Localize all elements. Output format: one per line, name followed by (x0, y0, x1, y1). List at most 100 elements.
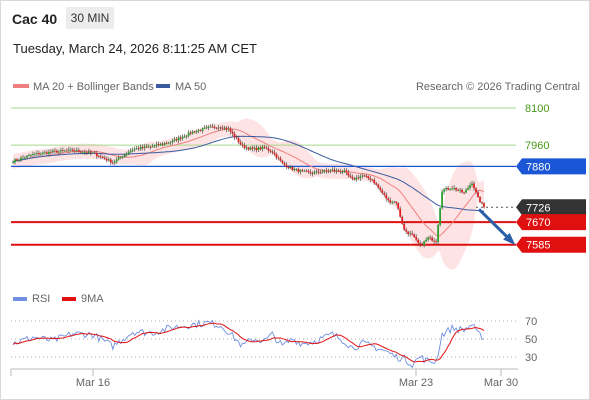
candle-body (119, 157, 122, 158)
candle-body (16, 159, 18, 161)
candle-body (329, 170, 332, 172)
candle-body (401, 216, 404, 224)
candle-body (271, 151, 274, 153)
attribution-text: Research © 2026 Trading Central (416, 81, 580, 93)
candle-body (387, 198, 390, 201)
candle-body (115, 159, 118, 162)
candle-body (377, 184, 380, 188)
candle-body (75, 150, 78, 152)
candle-body (461, 189, 463, 193)
candle-body (393, 201, 396, 203)
candle-body (81, 152, 84, 154)
rsi-ma-legend-label: 9MA (81, 293, 104, 305)
candle-body (345, 170, 348, 173)
timeframe-badge[interactable]: 30 MIN (66, 7, 114, 29)
candle-body (48, 151, 50, 154)
candle-body (167, 142, 170, 144)
candle-body (32, 153, 34, 156)
x-axis-label-mar16: Mar 16 (76, 377, 110, 389)
candle-body (91, 152, 94, 154)
candle-body (149, 146, 152, 148)
candle-body (177, 137, 180, 141)
candle-body (169, 142, 172, 143)
candle-body (251, 147, 254, 149)
candle-body (449, 189, 451, 190)
candle-body (73, 150, 76, 152)
candle-body (309, 171, 312, 173)
candle-body (333, 169, 336, 172)
candle-body (79, 151, 82, 153)
level-tag-7585 (516, 236, 586, 253)
chart-header: Cac 40 30 MIN (0, 0, 590, 36)
candle-body (315, 171, 318, 173)
candle-body (193, 131, 196, 133)
candle-body (473, 183, 475, 189)
price-level-lines (11, 107, 516, 246)
level-label-7585: 7585 (526, 240, 550, 252)
candle-body (38, 153, 40, 155)
rsi-ma-line (12, 322, 485, 363)
rsi-axis-label-50: 50 (525, 334, 537, 346)
candle-body (237, 138, 240, 143)
candle-body (433, 240, 436, 242)
candle-body (483, 203, 485, 208)
candle-body (71, 149, 74, 151)
candle-body (465, 189, 467, 193)
candle-body (14, 159, 16, 163)
candle-body (269, 150, 272, 152)
candle-body (443, 189, 445, 192)
candle-body (411, 233, 414, 235)
candle-body (389, 200, 392, 203)
candle-body (417, 239, 420, 243)
candle-body (475, 188, 477, 193)
candle-body (283, 163, 286, 165)
candle-body (239, 142, 242, 145)
candle-body (419, 242, 422, 245)
candle-body (357, 177, 360, 179)
candle-body (423, 241, 426, 246)
candle-body (301, 170, 304, 171)
candle-body (427, 237, 430, 240)
candle-body (215, 127, 218, 129)
candle-body (347, 172, 350, 176)
candle-body (353, 178, 356, 180)
candle-body (143, 146, 146, 148)
price-legend: MA 20 + Bollinger Bands MA 50 Research ©… (13, 81, 580, 93)
ma20-legend-label: MA 20 + Bollinger Bands (33, 81, 154, 93)
candle-body (253, 147, 256, 149)
candle-body (319, 172, 322, 174)
projection-arrow-shaft (477, 208, 513, 242)
candle-body (219, 127, 222, 129)
candle-body (285, 164, 288, 168)
candle-body (363, 175, 366, 177)
candle-body (421, 244, 424, 246)
candle-body (133, 148, 136, 150)
candle-body (409, 233, 412, 235)
candle-body (93, 152, 96, 154)
candle-body (30, 155, 32, 156)
candle-body (407, 231, 410, 234)
candle-body (245, 147, 248, 149)
candle-body (199, 130, 202, 131)
candle-body (281, 160, 284, 164)
candle-body (403, 223, 406, 230)
rsi-line (12, 319, 485, 369)
candle-body (40, 153, 42, 155)
candle-body (375, 183, 378, 185)
candle-body (121, 156, 124, 158)
candle-body (391, 202, 394, 203)
candle-body (12, 162, 14, 164)
candle-body (217, 127, 220, 129)
candle-body (24, 157, 26, 159)
candle-body (471, 183, 473, 186)
candlesticks (12, 123, 485, 248)
rsi-legend: RSI 9MA (13, 293, 104, 305)
candle-body (227, 128, 230, 130)
candle-body (205, 127, 208, 129)
candle-body (261, 146, 264, 150)
candle-body (89, 151, 92, 153)
candle-body (369, 178, 372, 180)
level-tag-7670 (516, 214, 586, 231)
candle-body (379, 187, 382, 191)
